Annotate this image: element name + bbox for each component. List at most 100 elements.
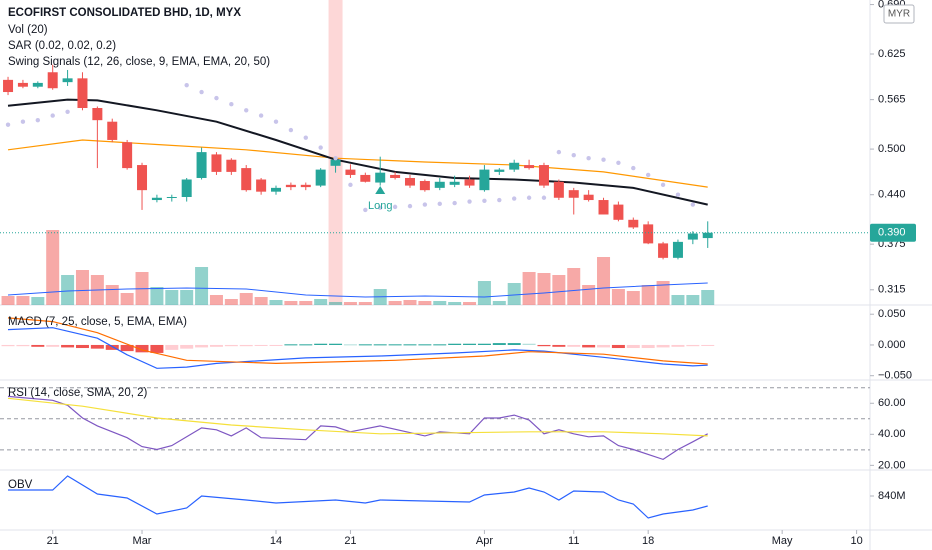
sar-dot	[199, 89, 204, 95]
candle-body	[107, 121, 118, 140]
volume-bar	[552, 275, 566, 305]
sar-dot	[407, 203, 413, 209]
candle-body	[538, 165, 549, 186]
sar-dot	[363, 207, 368, 213]
macd-histogram-bar	[433, 344, 447, 346]
x-tick-label: May	[772, 535, 793, 547]
x-tick-label: 21	[344, 535, 356, 547]
candle-body	[166, 196, 177, 198]
pane-title: RSI (14, close, SMA, 20, 2)	[8, 387, 148, 399]
macd-histogram-bar	[522, 343, 536, 345]
macd-histogram-bar	[224, 344, 238, 347]
x-tick-label: Apr	[476, 535, 493, 547]
candle-body	[47, 72, 58, 89]
candle-body	[464, 179, 475, 186]
volume-bar	[641, 285, 655, 305]
x-tick-label: 10	[850, 535, 862, 547]
x-tick-label: Mar	[133, 535, 152, 547]
macd-histogram-bar	[195, 344, 209, 348]
volume-bar	[299, 301, 313, 305]
sar-dot	[318, 145, 323, 150]
macd-histogram-bar	[656, 344, 670, 348]
volume-bar	[329, 302, 343, 305]
volume-bar	[403, 300, 417, 305]
currency-badge	[883, 4, 915, 24]
macd-histogram-bar	[373, 344, 387, 346]
candle-body	[494, 169, 505, 172]
candle-body	[181, 179, 192, 197]
sar-dot	[675, 192, 681, 197]
sar-dot	[556, 149, 562, 155]
y-tick-label: 0.050	[878, 308, 906, 320]
sar-dot	[392, 204, 398, 210]
macd-histogram-bar	[284, 344, 298, 346]
candle-body	[613, 204, 624, 220]
sar-dot	[288, 127, 294, 133]
candle-body	[211, 154, 222, 172]
volume-bar	[105, 285, 119, 305]
volume-bar	[180, 290, 194, 305]
candle-body	[390, 174, 401, 178]
signal-label: Long	[368, 200, 392, 212]
sar-dot	[214, 95, 219, 101]
volume-bar	[120, 293, 134, 305]
candle-body	[122, 142, 133, 169]
volume-bar	[150, 287, 164, 305]
volume-bar	[209, 295, 223, 305]
y-tick-label: −0.050	[878, 370, 912, 382]
candle-body	[553, 181, 564, 198]
sar-dot	[258, 113, 264, 118]
x-tick-label: 14	[270, 535, 282, 547]
volume-bar	[477, 281, 491, 305]
macd-line	[7, 317, 708, 365]
sar-dot	[65, 109, 70, 115]
macd-histogram-bar	[552, 344, 566, 347]
macd-histogram-bar	[31, 344, 45, 347]
volume-bar	[567, 268, 581, 305]
last-price-label: 0.390	[878, 227, 906, 239]
candle-body	[17, 82, 28, 87]
volume-bar	[626, 291, 640, 305]
macd-histogram-bar	[90, 344, 104, 349]
candle-body	[658, 243, 669, 258]
macd-histogram-bar	[61, 344, 75, 348]
macd-histogram-bar	[165, 344, 179, 350]
sar-dot	[482, 198, 487, 203]
volume-bar	[75, 270, 89, 305]
candle-body	[375, 172, 386, 183]
y-tick-label: 40.00	[878, 428, 906, 440]
macd-histogram-bar	[492, 343, 506, 345]
volume-bar	[31, 297, 45, 305]
candle-body	[360, 174, 371, 182]
y-tick-label: 0.440	[878, 189, 906, 201]
macd-histogram-bar	[626, 344, 640, 349]
candle-body	[479, 169, 490, 191]
macd-histogram-bar	[582, 344, 596, 348]
candle-body	[672, 241, 683, 258]
sar-dot	[690, 202, 696, 207]
macd-histogram-bar	[686, 344, 700, 347]
y-tick-label: 0.315	[878, 284, 906, 296]
volume-bar	[582, 285, 596, 305]
sar-dot	[348, 182, 353, 188]
macd-histogram-bar	[269, 344, 283, 346]
macd-histogram-bar	[135, 344, 149, 353]
macd-line	[7, 327, 708, 369]
highlight-band	[328, 0, 343, 305]
x-tick-label: 18	[642, 535, 654, 547]
volume-bar	[195, 267, 209, 305]
macd-histogram-bar	[180, 344, 194, 349]
y-tick-label: 0.625	[878, 48, 906, 60]
macd-histogram-bar	[75, 344, 89, 349]
sar-dot	[616, 160, 621, 165]
volume-bar	[269, 300, 283, 305]
volume-bar	[61, 275, 75, 305]
x-tick-label: 11	[568, 535, 579, 547]
candle-body	[404, 177, 415, 186]
sar-dot	[541, 195, 547, 200]
macd-histogram-bar	[254, 344, 268, 346]
x-tick-label: 21	[47, 535, 59, 547]
